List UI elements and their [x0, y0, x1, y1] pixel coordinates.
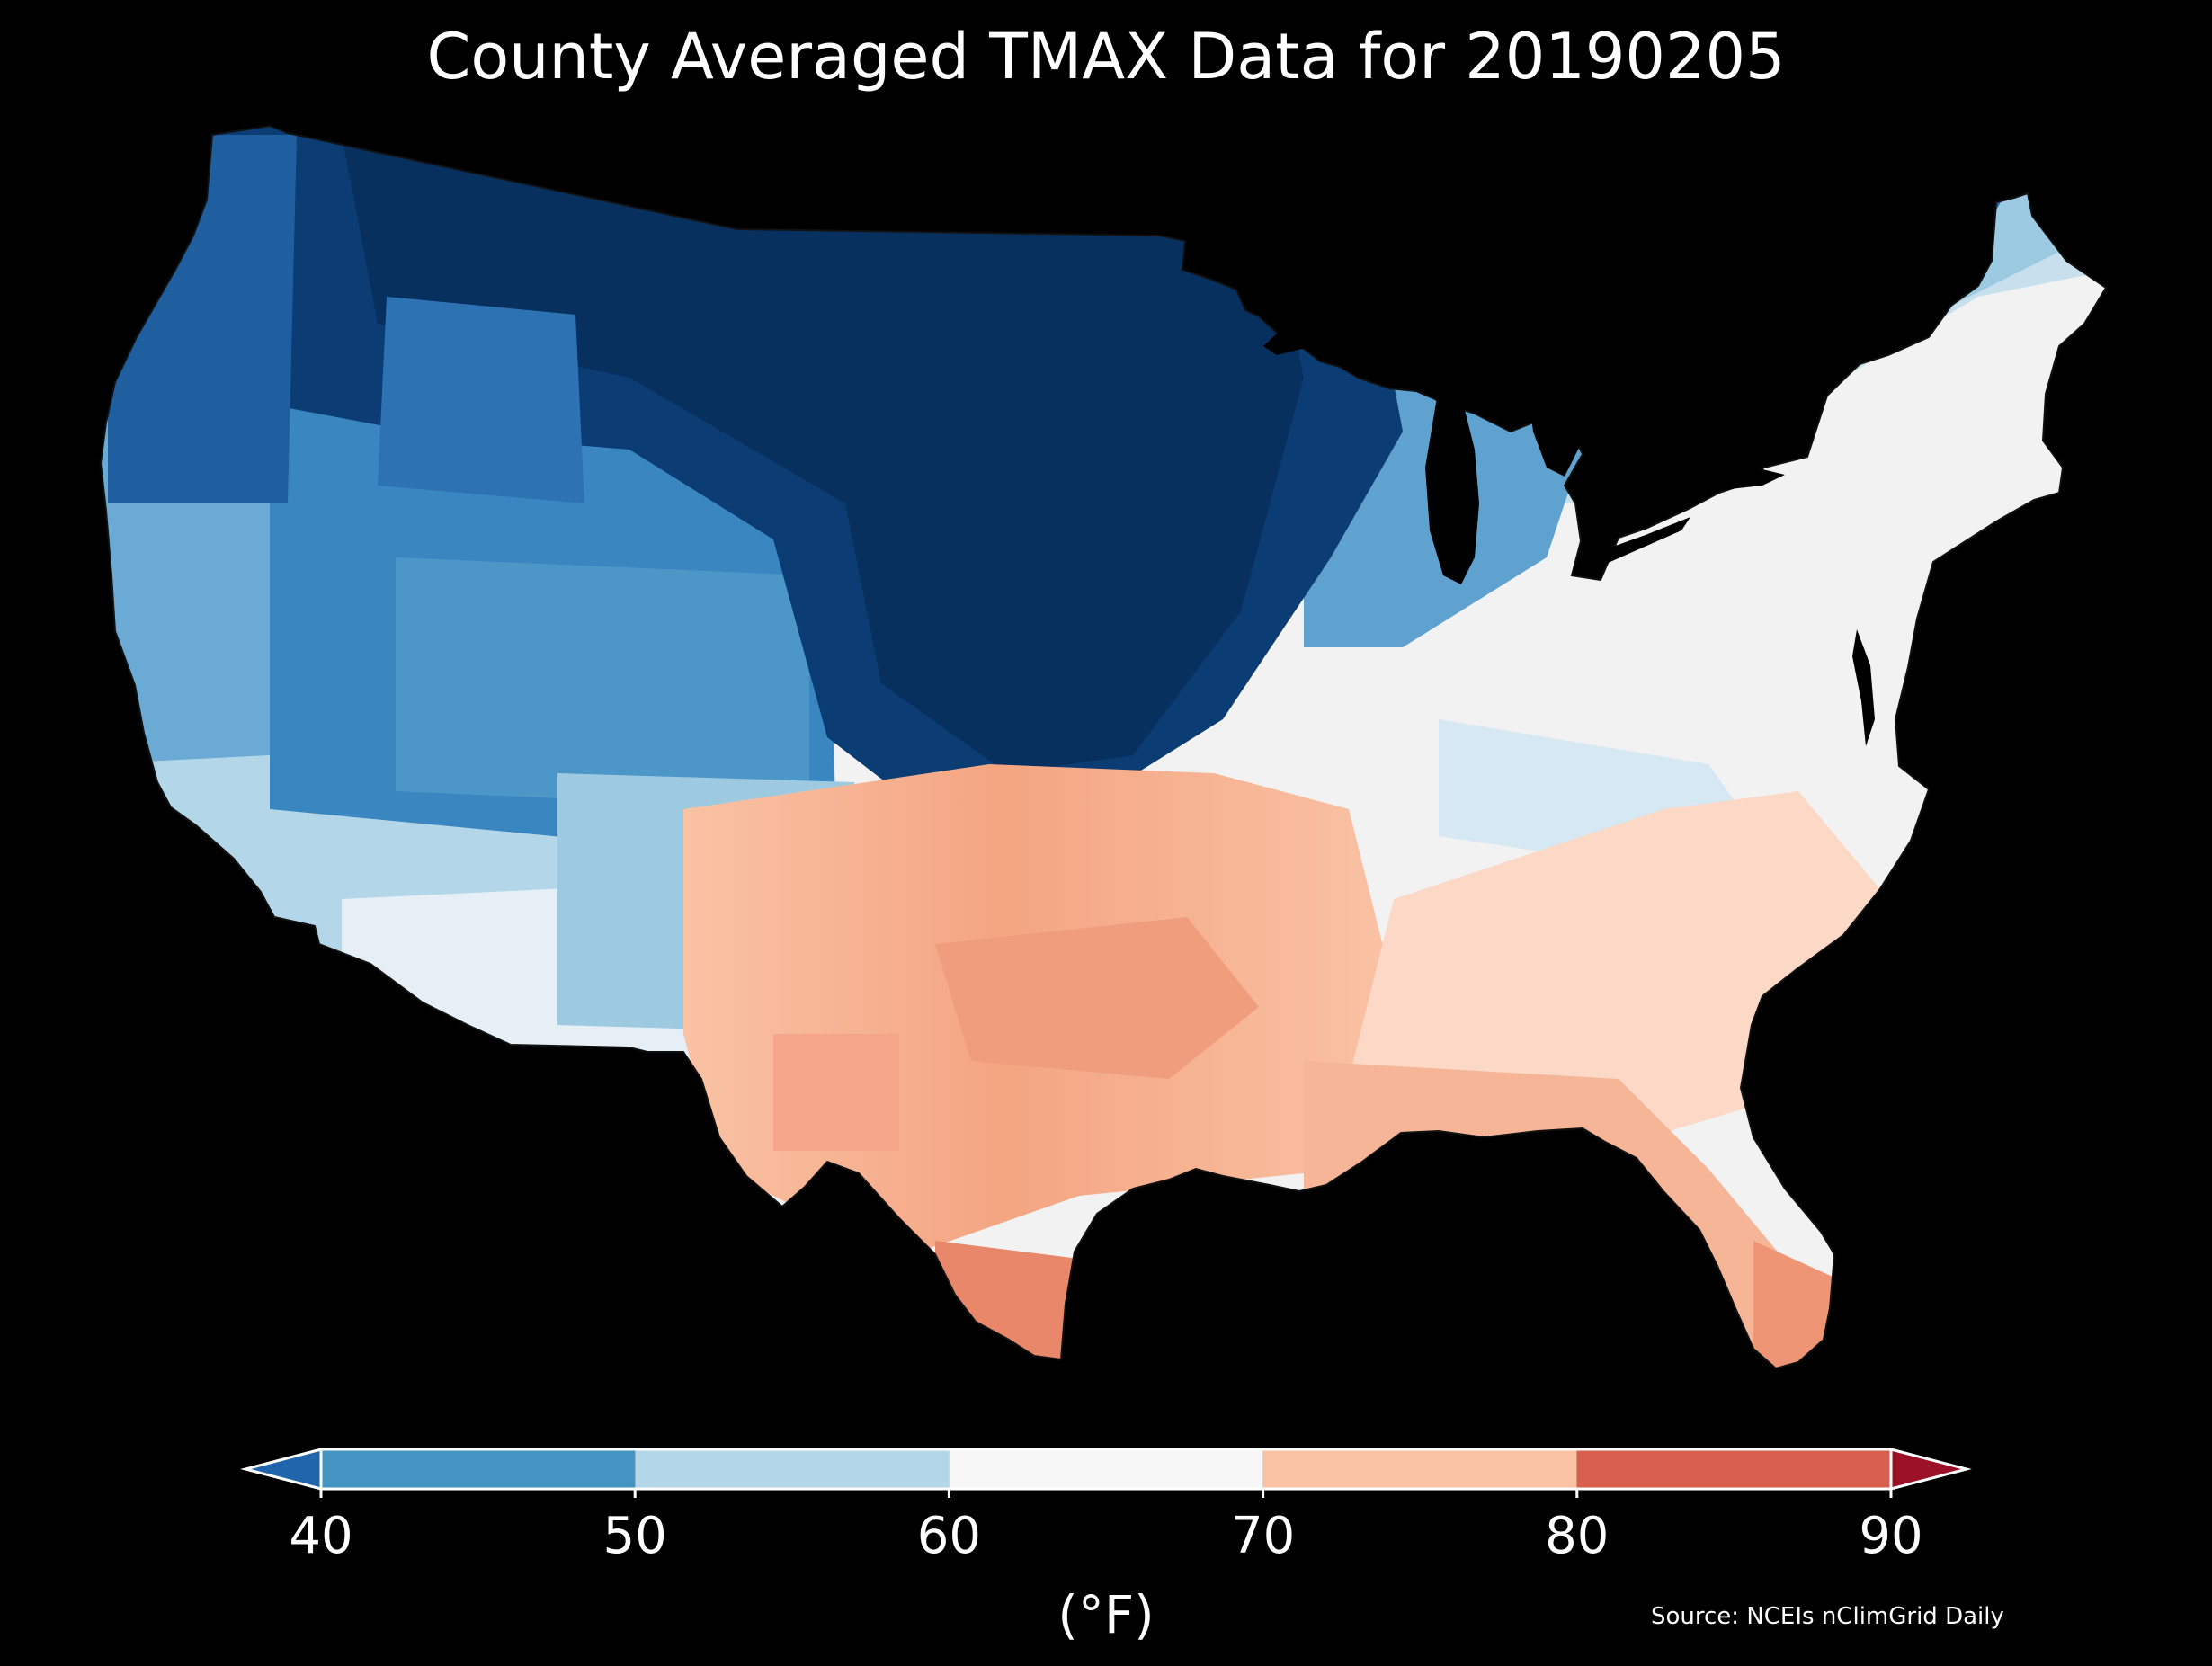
chesapeake-bay — [1852, 629, 1875, 746]
lake-superior — [1263, 297, 1403, 355]
colorbar-tick-label: 80 — [1545, 1507, 1610, 1565]
lake-michigan — [1425, 387, 1479, 584]
lake-erie — [1583, 517, 1690, 568]
colorbar-segment — [1262, 1449, 1577, 1489]
colorbar-tick-label: 90 — [1859, 1507, 1923, 1565]
colorbar-segment — [635, 1449, 950, 1489]
colorbar-extend-high — [1889, 1448, 1972, 1491]
colorbar-extend-low — [240, 1448, 323, 1491]
us-outline — [99, 124, 2108, 1370]
map-title: County Averaged TMAX Data for 20190205 — [426, 20, 1786, 94]
colorbar-unit-label: (°F) — [1057, 1584, 1155, 1645]
colorbar-segment — [949, 1449, 1263, 1489]
source-credit: Source: NCEIs nClimGrid Daily — [1651, 1603, 2004, 1630]
lake-huron — [1529, 396, 1583, 477]
colorbar-frame — [319, 1448, 1893, 1491]
colorbar-tick-label: 60 — [916, 1507, 982, 1565]
colorbar-segment — [1576, 1449, 1891, 1489]
lake-ontario — [1717, 469, 1785, 490]
colorbar-tick-label: 40 — [289, 1507, 353, 1565]
colorbar-segment — [321, 1449, 636, 1489]
colorbar-tick-label: 50 — [602, 1507, 667, 1565]
colorbar-tick-label: 70 — [1230, 1507, 1296, 1565]
